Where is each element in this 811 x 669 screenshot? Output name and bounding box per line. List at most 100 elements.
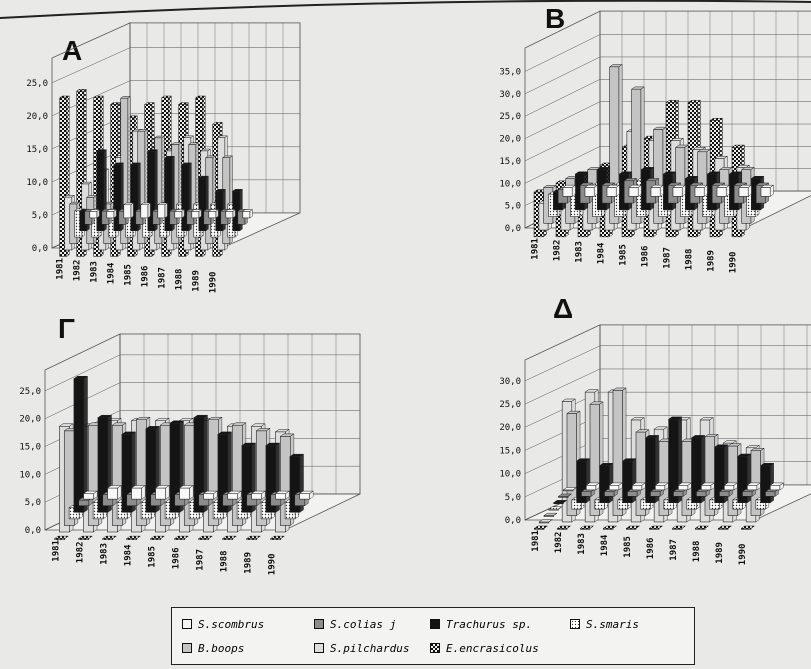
bar — [581, 491, 592, 497]
bar-side — [93, 490, 98, 500]
y-tick-label: 5,0 — [505, 202, 521, 212]
bar — [562, 187, 573, 197]
gridline — [51, 47, 131, 84]
x-tick-label: 1985 — [623, 536, 633, 558]
y-tick-label: 0,0 — [25, 526, 41, 536]
x-tick-label: 1985 — [123, 264, 133, 286]
bar-side — [112, 535, 117, 539]
bar — [700, 484, 712, 491]
bar-side — [593, 184, 598, 197]
bar-side — [160, 535, 165, 539]
bar-side — [208, 535, 213, 539]
y-tick-label: 30,0 — [499, 377, 521, 387]
x-tick-label: 1988 — [685, 249, 695, 271]
bar-side — [664, 482, 669, 491]
bar-side — [130, 202, 134, 219]
x-tick-label: 1982 — [554, 532, 564, 554]
x-tick-label: 1981 — [531, 530, 541, 552]
bar — [78, 499, 90, 507]
x-tick-label: 1989 — [715, 542, 725, 564]
bar-side — [232, 535, 237, 539]
bar — [694, 187, 705, 197]
legend-swatch — [430, 619, 440, 629]
bar-side — [548, 519, 553, 523]
bar — [140, 204, 149, 219]
bar-side — [543, 525, 548, 529]
bar — [203, 493, 214, 500]
bar-side — [249, 209, 253, 219]
y-tick-label: 30,0 — [499, 90, 521, 100]
bar-side — [659, 184, 664, 197]
y-tick-label: 20,0 — [499, 423, 521, 433]
bar — [650, 491, 661, 497]
bar — [631, 484, 643, 491]
panel-label: Δ — [553, 293, 573, 324]
y-tick-label: 20,0 — [26, 112, 48, 122]
x-tick-label: 1983 — [89, 261, 99, 283]
bar-side — [615, 184, 620, 197]
y-tick-label: 0,0 — [505, 516, 521, 526]
gridline — [44, 354, 121, 392]
bar-side — [567, 493, 572, 497]
legend-swatch — [570, 619, 580, 629]
bar-side — [725, 184, 730, 197]
bar — [155, 487, 166, 500]
y-tick-label: 0,0 — [505, 224, 521, 234]
bar — [628, 187, 639, 197]
x-tick-label: 1983 — [577, 533, 587, 555]
bar-side — [750, 525, 755, 529]
y-tick-label: 10,0 — [19, 470, 41, 480]
legend-item: S.smaris — [570, 616, 639, 632]
x-tick-label: 1988 — [692, 541, 702, 563]
bar-side — [681, 184, 686, 197]
chart-panel-gamma: Γ 0,0 5,0 10,0 15,0 20,0 25,0 1981 1982 1983 1984 1… — [19, 313, 361, 575]
bar — [225, 211, 234, 219]
bar — [606, 187, 617, 197]
bar-side — [147, 202, 151, 219]
bar-side — [64, 535, 69, 539]
gridline — [524, 56, 601, 95]
bar — [174, 211, 183, 219]
legend-swatch — [430, 643, 440, 653]
legend-label: S.smaris — [586, 617, 639, 631]
x-tick-label: 1990 — [729, 252, 739, 274]
y-tick-label: 15,0 — [19, 443, 41, 453]
bar-side — [589, 525, 594, 529]
y-tick-label: 35,0 — [499, 67, 521, 77]
legend-item: B.boops — [182, 640, 244, 656]
bar-side — [566, 525, 571, 529]
bar — [83, 493, 94, 500]
bar — [73, 378, 85, 513]
y-tick-label: 15,0 — [26, 145, 48, 155]
x-tick-label: 1982 — [72, 260, 82, 282]
bar — [227, 493, 238, 500]
bar-side — [198, 209, 202, 219]
x-tick-label: 1987 — [196, 549, 206, 571]
x-tick-label: 1985 — [148, 546, 158, 568]
bar-side — [678, 416, 682, 504]
y-tick-label: 5,0 — [505, 493, 521, 503]
bar — [742, 491, 753, 497]
bar-side — [203, 414, 208, 513]
y-tick-label: 15,0 — [499, 446, 521, 456]
x-tick-label: 1986 — [140, 266, 150, 288]
x-tick-label: 1984 — [597, 242, 607, 264]
bar-side — [756, 482, 761, 491]
x-tick-label: 1981 — [531, 238, 541, 260]
bar-side — [612, 525, 617, 529]
x-tick-label: 1988 — [220, 551, 230, 573]
bar — [604, 491, 615, 497]
chart-panel-a: A 0,0 5,0 10,0 15,0 20,0 25,0 1981 1982 1983 1984 1… — [26, 22, 301, 294]
bar — [716, 187, 727, 197]
panel-label: B — [545, 3, 565, 34]
x-tick-label: 1990 — [208, 272, 218, 294]
bar-side — [189, 485, 194, 500]
bar-side — [309, 490, 314, 500]
bar — [584, 187, 595, 197]
bar-side — [681, 525, 686, 529]
x-tick-label: 1987 — [663, 247, 673, 269]
bar-side — [658, 525, 663, 529]
x-tick-label: 1989 — [191, 270, 201, 292]
x-tick-label: 1987 — [157, 267, 167, 289]
